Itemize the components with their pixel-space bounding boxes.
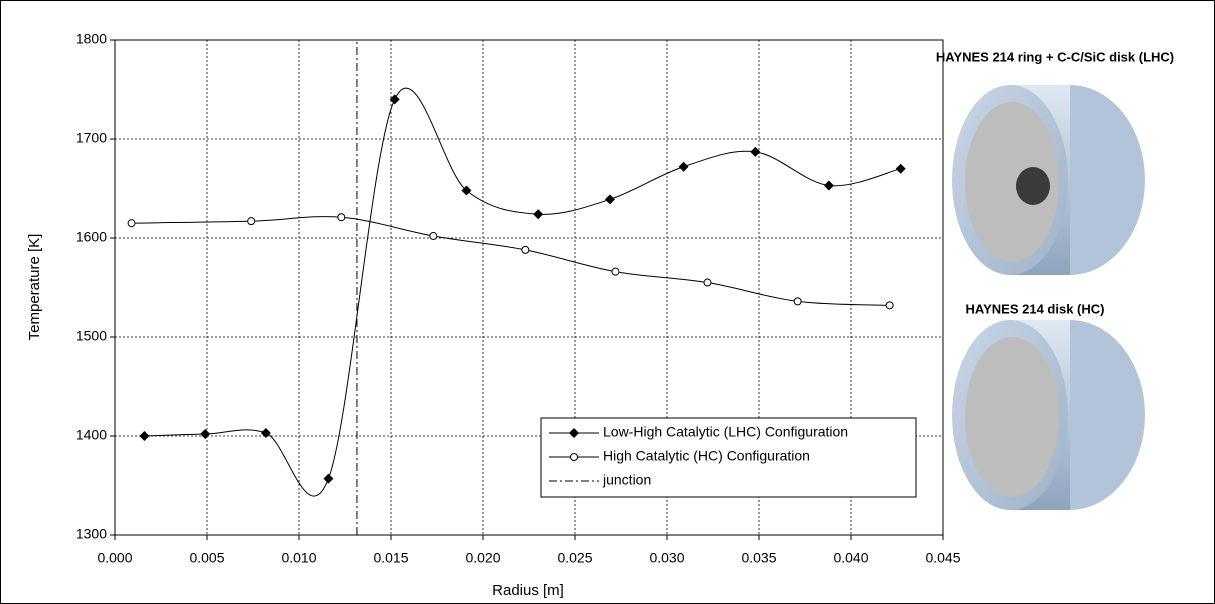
x-tick-label: 0.025: [557, 550, 592, 566]
x-tick-label: 0.040: [833, 550, 868, 566]
x-tick-label: 0.000: [97, 550, 132, 566]
x-tick-label: 0.035: [741, 550, 776, 566]
marker: [704, 279, 711, 286]
y-tick-label: 1500: [76, 328, 107, 344]
x-tick-label: 0.010: [281, 550, 316, 566]
x-axis-label: Radius [m]: [492, 582, 564, 599]
marker: [612, 268, 619, 275]
marker: [533, 209, 543, 219]
x-tick-label: 0.030: [649, 550, 684, 566]
legend: Low-High Catalytic (LHC) Configuration Hi…: [541, 418, 916, 497]
marker: [896, 164, 906, 174]
legend-label: junction: [602, 472, 651, 488]
marker: [824, 181, 834, 191]
y-tick-label: 1600: [76, 229, 107, 245]
marker: [323, 474, 333, 484]
marker: [430, 233, 437, 240]
marker: [886, 302, 893, 309]
cylinder-hc: [952, 320, 1145, 510]
marker: [128, 220, 135, 227]
y-tick-label: 1700: [76, 130, 107, 146]
x-tick-label: 0.015: [373, 550, 408, 566]
marker: [794, 298, 801, 305]
cylinder-lhc: [952, 85, 1145, 275]
marker: [338, 214, 345, 221]
y-axis-label: Temperature [K]: [26, 234, 43, 341]
y-tick-label: 1400: [76, 427, 107, 443]
annotation: HAYNES 214 disk (HC): [966, 301, 1105, 316]
chart: HAYNES 214 ring + C-C/SiC disk (LHC) HAY…: [0, 0, 1215, 604]
x-tick-label: 0.020: [465, 550, 500, 566]
marker: [390, 94, 400, 104]
annotation: HAYNES 214 ring + C-C/SiC disk (LHC): [936, 49, 1174, 64]
marker: [248, 218, 255, 225]
y-tick-label: 1300: [76, 526, 107, 542]
marker: [261, 428, 271, 438]
x-tick-label: 0.045: [925, 550, 960, 566]
marker: [679, 162, 689, 172]
marker: [200, 429, 210, 439]
marker: [522, 246, 529, 253]
y-tick-label: 1800: [76, 31, 107, 47]
legend-label: Low-High Catalytic (LHC) Configuration: [603, 424, 848, 440]
marker: [571, 454, 578, 461]
legend-label: High Catalytic (HC) Configuration: [603, 448, 810, 464]
x-tick-label: 0.005: [189, 550, 224, 566]
marker: [139, 431, 149, 441]
series-line: [132, 217, 890, 306]
marker: [605, 194, 615, 204]
